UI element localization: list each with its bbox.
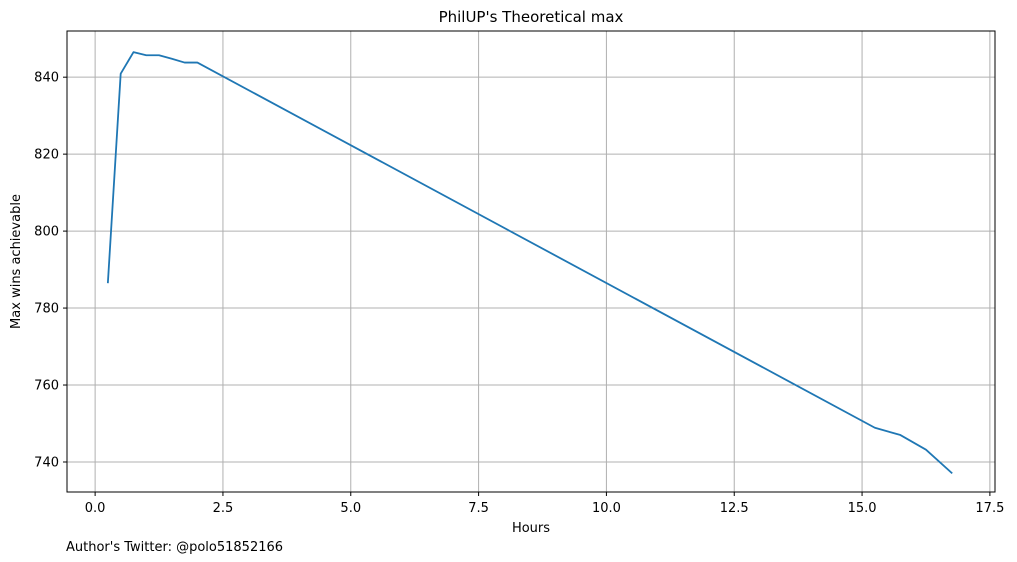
author-credit: Author's Twitter: @polo51852166 — [66, 540, 283, 555]
x-tick-label: 15.0 — [848, 501, 877, 516]
y-tick-label: 780 — [34, 302, 59, 317]
x-tick-label: 17.5 — [975, 501, 1004, 516]
ticks: 0.0 2.5 5.0 7.5 10.0 12.5 15.0 17.5 740 760 780 800… — [34, 71, 1004, 516]
y-tick-label: 840 — [34, 71, 59, 86]
x-tick-label: 2.5 — [213, 501, 234, 516]
x-tick-label: 12.5 — [720, 501, 749, 516]
series-layer — [106, 51, 953, 475]
y-tick-label: 800 — [34, 225, 59, 240]
x-axis-label: Hours — [512, 521, 550, 536]
y-tick-label: 820 — [34, 148, 59, 163]
series-line — [106, 51, 953, 475]
y-tick-label: 760 — [34, 379, 59, 394]
x-tick-label: 10.0 — [592, 501, 621, 516]
y-axis-label: Max wins achievable — [9, 194, 24, 329]
x-tick-label: 5.0 — [340, 501, 361, 516]
chart-title: PhilUP's Theoretical max — [439, 8, 624, 26]
x-tick-label: 0.0 — [85, 501, 106, 516]
y-tick-label: 740 — [34, 455, 59, 470]
plot-frame — [66, 30, 996, 493]
x-tick-label: 7.5 — [468, 501, 489, 516]
grid — [67, 31, 995, 492]
